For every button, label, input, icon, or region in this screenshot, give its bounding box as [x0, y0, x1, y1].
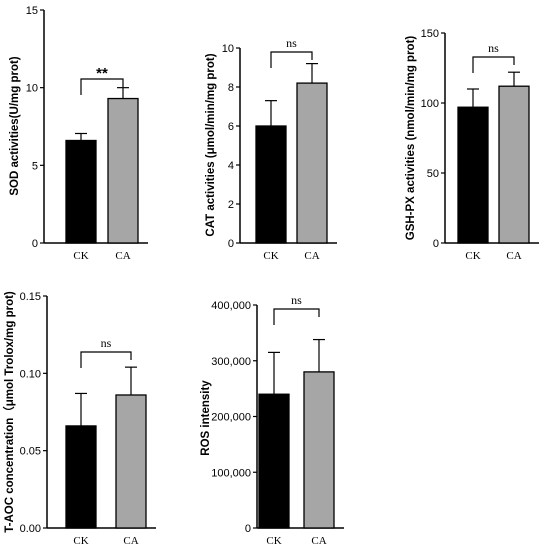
panel5-bar-ck: [258, 393, 290, 529]
panel2-y-tick-label: 0: [228, 238, 234, 250]
panel4-y-tick-label: 0.05: [20, 446, 41, 458]
panel2-bar-ca: [296, 82, 328, 244]
panel5-category-label-ca: CA: [311, 535, 326, 547]
panel3-y-tick-label: 50: [427, 168, 439, 180]
panel4-bar-ca: [115, 394, 147, 529]
panel5-significance-bracket: [273, 308, 320, 325]
panel3-significance-label: ns: [488, 41, 499, 55]
panel3-y-tick-label: 0: [433, 238, 439, 250]
panel5-y-tick-label: 100,000: [211, 467, 251, 479]
panel4-y-tick-label: 0.00: [20, 523, 41, 535]
panel1-y-tick-label: 15: [26, 5, 38, 17]
panel2-bar-ck: [255, 125, 287, 244]
panel4-category-label-ca: CA: [123, 535, 138, 547]
panel4-bar-ck: [65, 425, 97, 529]
panel5-y-tick-label: 200,000: [211, 412, 251, 424]
panel5-bar-ca: [303, 371, 335, 529]
panel5-y-axis-label: ROS intensity: [200, 380, 212, 456]
panel5-category-label-ck: CK: [266, 535, 281, 547]
panel3-bar-ck: [457, 106, 489, 244]
panel3-significance-bracket: [472, 56, 515, 73]
panel2-y-axis-label: CAT activities (μmol/min/mg prot): [205, 53, 217, 236]
panel1-bar-ca: [107, 97, 139, 244]
panel4-category-label-ck: CK: [73, 535, 88, 547]
panel2-category-label-ck: CK: [263, 250, 278, 262]
panel2-y-tick-label: 2: [228, 199, 234, 211]
panel1-y-axis-label: SOD activities(U/mg prot): [9, 56, 21, 195]
panel3-category-label-ck: CK: [465, 250, 480, 262]
panel1-category-label-ca: CA: [115, 250, 130, 262]
panel2-category-label-ca: CA: [304, 250, 319, 262]
panel1-y-tick-label: 0: [32, 238, 38, 250]
panel4-significance-bracket: [80, 351, 132, 368]
panel3-y-tick-label: 150: [421, 28, 439, 40]
panel2-y-tick-label: 8: [228, 82, 234, 94]
panel5-significance-label: ns: [291, 293, 302, 307]
panel1-significance-label: **: [96, 65, 108, 82]
panel3-y-axis-label: GSH-PX activities (nmol/min/mg prot): [405, 36, 417, 241]
panel2-y-tick-label: 6: [228, 121, 234, 133]
panel5-y-tick-label: 0: [245, 523, 251, 535]
panel1-y-tick-label: 5: [32, 160, 38, 172]
panel2-y-tick-label: 10: [222, 43, 234, 55]
panel4-y-axis-label: T-AOC concentration（μmol Trolox/mg prot): [2, 291, 16, 533]
panel5-y-tick-label: 300,000: [211, 356, 251, 368]
panel2-significance-label: ns: [286, 36, 297, 50]
panel4-significance-label: ns: [101, 336, 112, 350]
panel4-y-tick-label: 0.15: [20, 291, 41, 303]
panel1-significance-bracket: [80, 78, 124, 95]
panel4-y-tick-label: 0.10: [20, 368, 41, 380]
panel3-y-tick-label: 100: [421, 98, 439, 110]
panel2-y-tick-label: 4: [228, 160, 234, 172]
panel1-bar-ck: [65, 139, 97, 244]
panel5-y-tick-label: 400,000: [211, 300, 251, 312]
panel3-category-label-ca: CA: [506, 250, 521, 262]
panel1-category-label-ck: CK: [73, 250, 88, 262]
panel2-significance-bracket: [270, 51, 313, 68]
panel3-bar-ca: [498, 85, 530, 244]
panel1-y-tick-label: 10: [26, 83, 38, 95]
